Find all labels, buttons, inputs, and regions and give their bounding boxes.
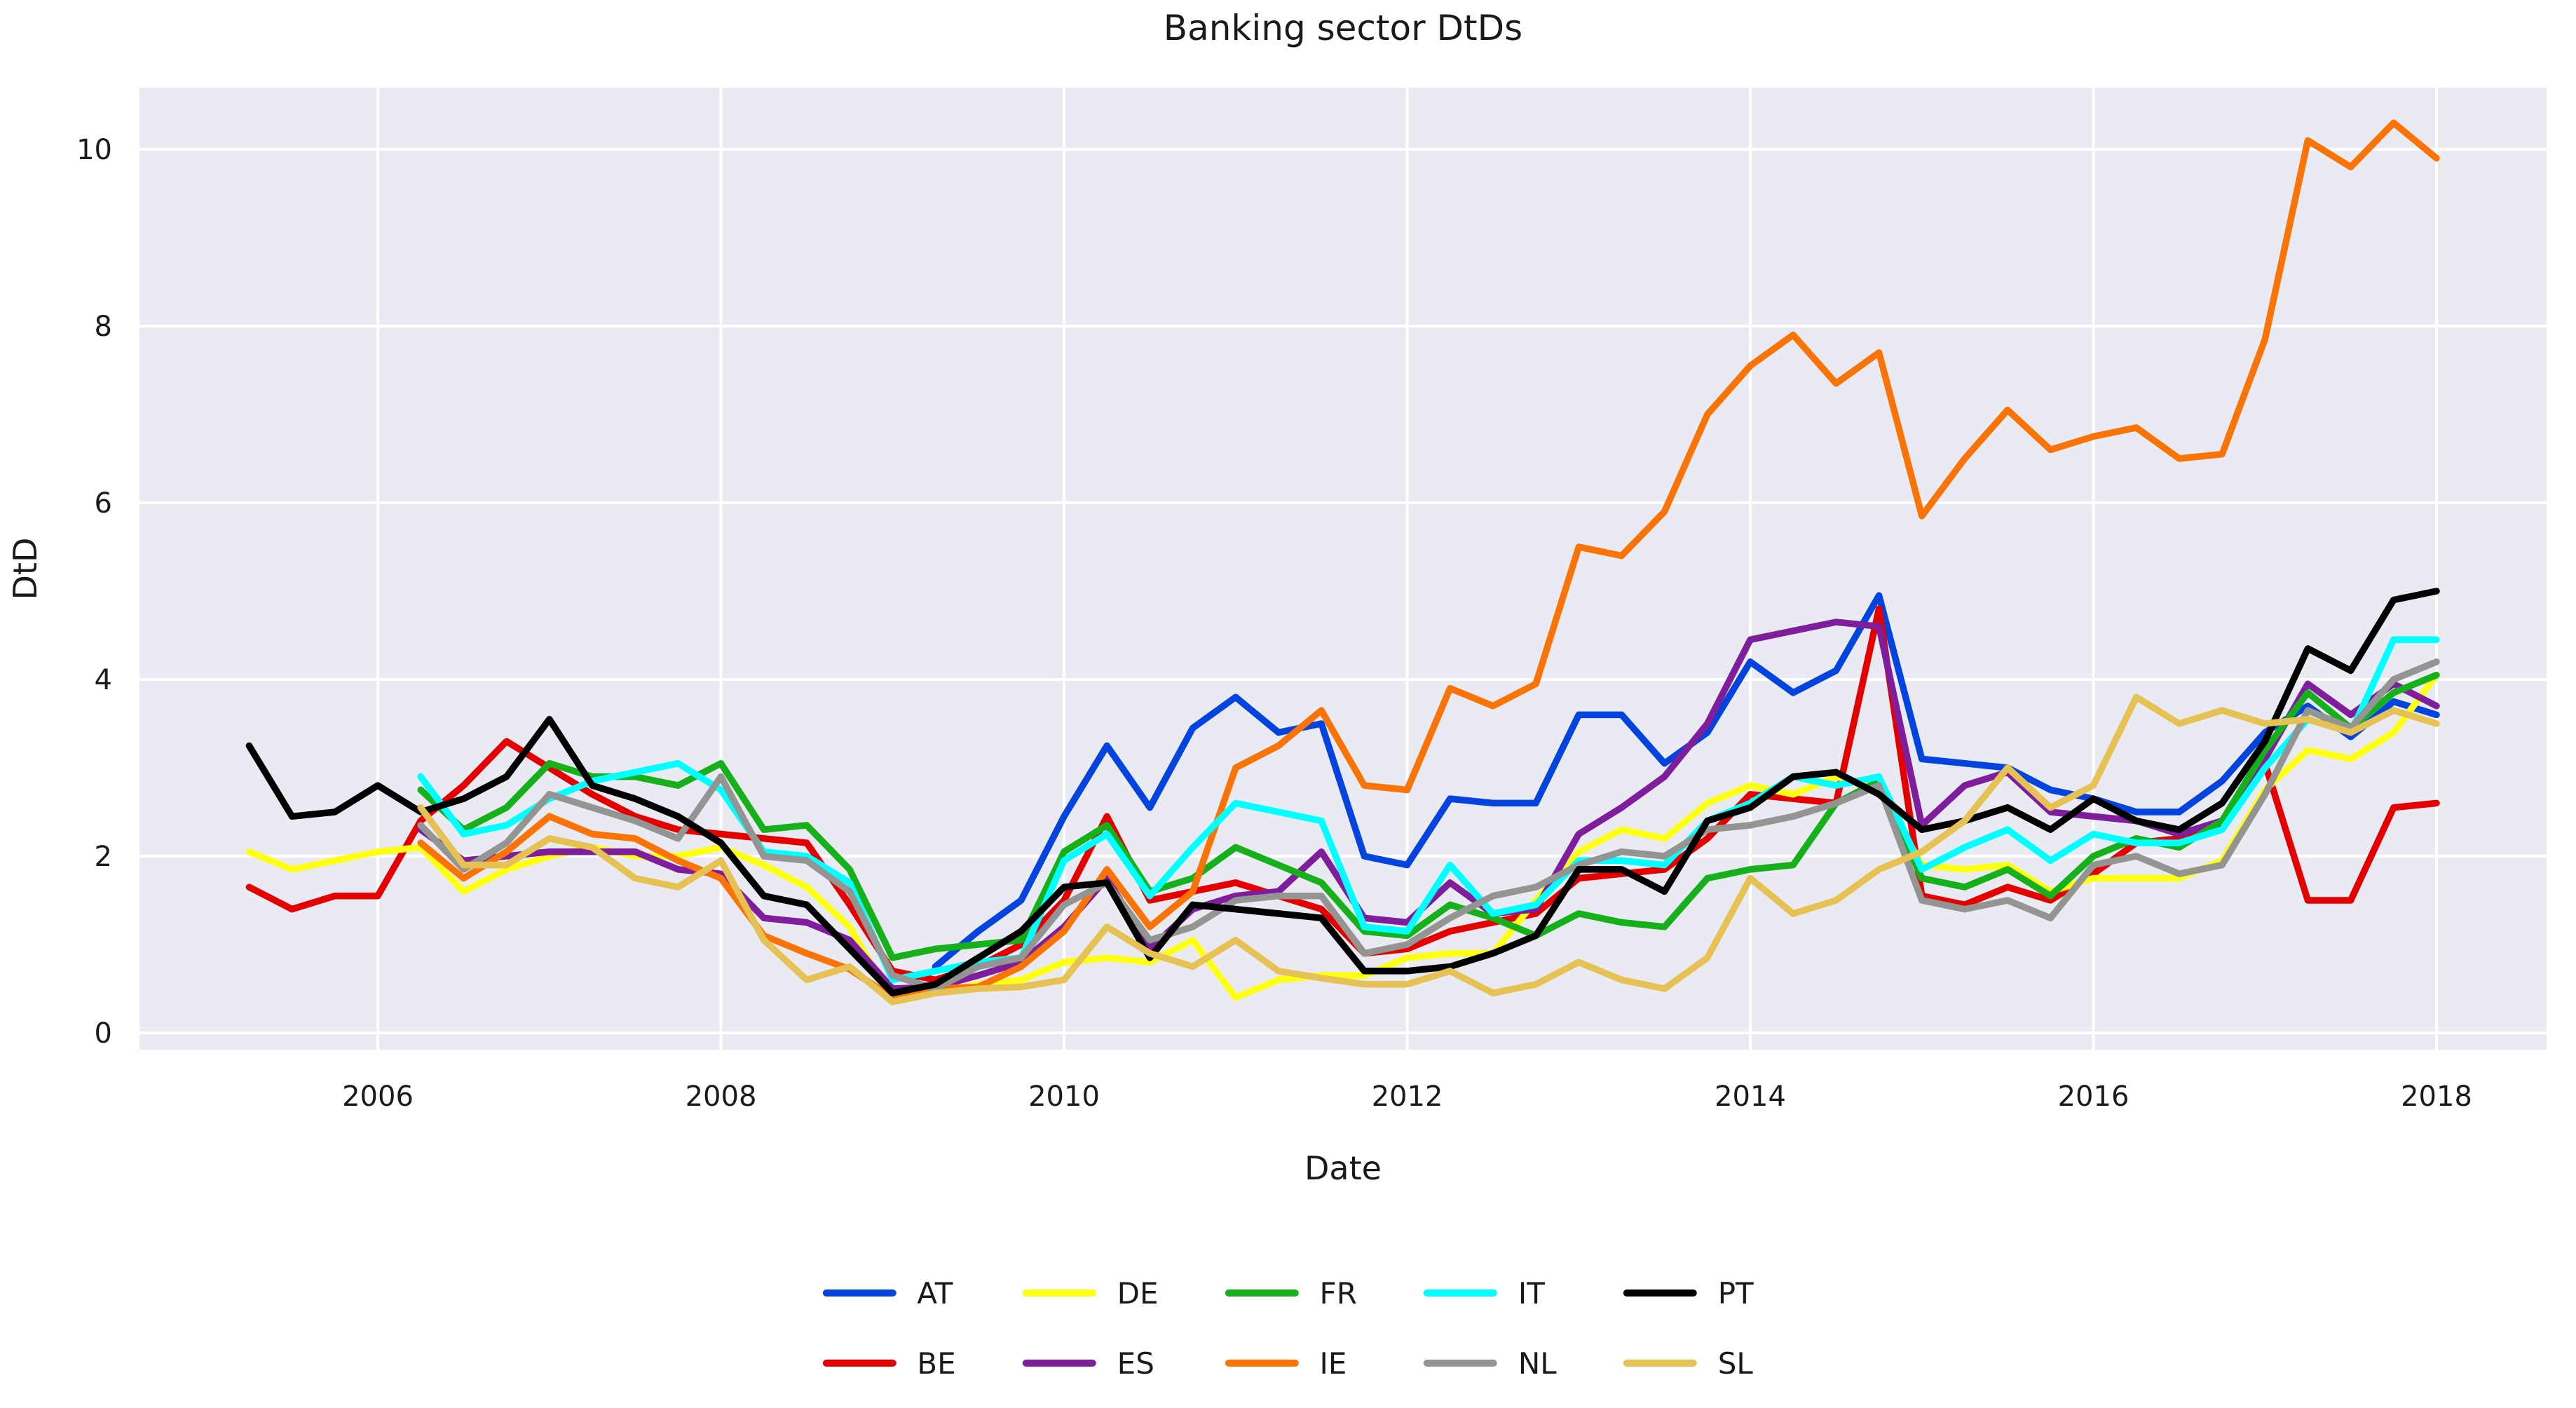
legend-line-swatch-AT xyxy=(822,1289,897,1297)
series-lines xyxy=(245,119,2440,1006)
series-line-PT xyxy=(245,588,2440,997)
legend-line-swatch-IT xyxy=(1423,1289,1497,1297)
x-tick-label-2014: 2014 xyxy=(1715,1081,1786,1113)
x-axis-label: Date xyxy=(1304,1149,1382,1187)
tick-labels: 2006 2008 2010 2012 2014 2016 2018 0 2 4 6 8 10 xyxy=(76,134,2472,1113)
legend-line-swatch-ES xyxy=(1022,1360,1096,1367)
legend-item-NL: NL xyxy=(1423,1346,1557,1381)
legend-line-swatch-FR xyxy=(1225,1289,1299,1297)
legend-label-BE: BE xyxy=(917,1346,956,1381)
legend-label-ES: ES xyxy=(1117,1346,1154,1381)
legend: AT BE DE ES FR IE IT NL PT SL xyxy=(822,1258,1754,1398)
legend-item-DE: DE xyxy=(1022,1275,1159,1311)
chart-title: Banking sector DtDs xyxy=(1164,8,1522,48)
legend-item-BE: BE xyxy=(822,1346,956,1381)
y-tick-label-10: 10 xyxy=(76,134,112,166)
y-tick-label-6: 6 xyxy=(95,487,112,520)
series-line-NL xyxy=(417,658,2440,992)
legend-line-swatch-NL xyxy=(1423,1360,1497,1367)
legend-label-DE: DE xyxy=(1117,1275,1159,1311)
legend-line-swatch-PT xyxy=(1623,1289,1697,1297)
x-tick-label-2010: 2010 xyxy=(1028,1081,1100,1113)
x-tick-label-2006: 2006 xyxy=(342,1081,414,1113)
x-tick-label-2018: 2018 xyxy=(2401,1081,2472,1113)
x-tick-label-2008: 2008 xyxy=(686,1081,757,1113)
x-tick-label-2016: 2016 xyxy=(2058,1081,2129,1113)
legend-item-SL: SL xyxy=(1623,1346,1754,1381)
y-axis-label: DtD xyxy=(6,538,44,600)
legend-label-NL: NL xyxy=(1518,1346,1557,1381)
legend-label-SL: SL xyxy=(1717,1346,1753,1381)
y-tick-label-2: 2 xyxy=(95,841,112,873)
legend-line-swatch-SL xyxy=(1623,1360,1697,1367)
series-line-FR xyxy=(417,671,2440,961)
legend-label-IE: IE xyxy=(1319,1346,1347,1381)
legend-item-ES: ES xyxy=(1022,1346,1159,1381)
series-line-SL xyxy=(417,693,2440,1006)
legend-line-swatch-DE xyxy=(1022,1289,1096,1297)
x-tick-label-2012: 2012 xyxy=(1372,1081,1443,1113)
legend-item-IT: IT xyxy=(1423,1275,1557,1311)
legend-label-IT: IT xyxy=(1518,1275,1545,1311)
legend-item-FR: FR xyxy=(1225,1276,1357,1311)
y-tick-label-4: 4 xyxy=(95,664,112,696)
legend-label-FR: FR xyxy=(1319,1275,1357,1311)
y-tick-label-0: 0 xyxy=(95,1017,112,1050)
legend-item-IE: IE xyxy=(1225,1346,1357,1381)
legend-label-AT: AT xyxy=(917,1275,953,1311)
legend-item-AT: AT xyxy=(822,1276,955,1311)
legend-line-swatch-BE xyxy=(822,1360,897,1367)
legend-label-PT: PT xyxy=(1717,1275,1754,1311)
y-tick-label-8: 8 xyxy=(95,311,112,343)
legend-line-swatch-IE xyxy=(1225,1360,1299,1367)
legend-item-PT: PT xyxy=(1623,1276,1754,1311)
